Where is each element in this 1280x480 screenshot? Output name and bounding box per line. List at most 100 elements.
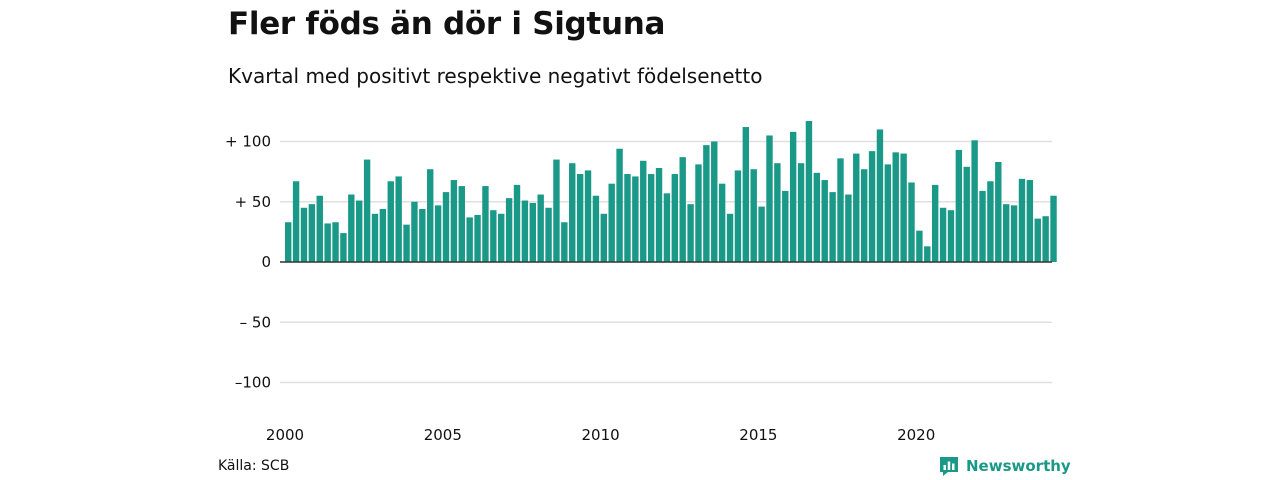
bar[interactable] bbox=[750, 169, 757, 262]
bar[interactable] bbox=[529, 202, 536, 262]
bar[interactable] bbox=[292, 181, 300, 262]
bar[interactable] bbox=[450, 180, 458, 262]
bar[interactable] bbox=[521, 200, 529, 262]
bar[interactable] bbox=[427, 169, 434, 262]
bar[interactable] bbox=[853, 153, 860, 262]
bar[interactable] bbox=[1026, 180, 1034, 262]
bar[interactable] bbox=[474, 215, 481, 262]
bar[interactable] bbox=[513, 184, 521, 262]
bar[interactable] bbox=[766, 135, 773, 262]
bar[interactable] bbox=[592, 195, 600, 262]
bar[interactable] bbox=[916, 230, 923, 262]
bar[interactable] bbox=[971, 140, 978, 262]
bar[interactable] bbox=[332, 222, 339, 263]
bar[interactable] bbox=[458, 186, 465, 262]
bar[interactable] bbox=[616, 148, 623, 262]
bar[interactable] bbox=[884, 164, 892, 262]
bar[interactable] bbox=[371, 213, 379, 262]
bar[interactable] bbox=[979, 190, 986, 262]
bar[interactable] bbox=[908, 182, 915, 262]
bar[interactable] bbox=[1010, 205, 1018, 263]
bar[interactable] bbox=[1042, 216, 1049, 262]
bar[interactable] bbox=[900, 153, 907, 262]
bar[interactable] bbox=[640, 160, 647, 262]
bar[interactable] bbox=[1002, 204, 1010, 262]
bar[interactable] bbox=[403, 224, 410, 262]
bar[interactable] bbox=[324, 223, 331, 262]
bar[interactable] bbox=[758, 206, 765, 262]
bar[interactable] bbox=[608, 183, 615, 263]
bar[interactable] bbox=[963, 166, 970, 263]
bar[interactable] bbox=[545, 207, 552, 263]
bar[interactable] bbox=[924, 246, 931, 263]
bar[interactable] bbox=[987, 181, 994, 262]
bar[interactable] bbox=[813, 172, 821, 262]
bar[interactable] bbox=[939, 207, 947, 263]
bar[interactable] bbox=[1018, 178, 1026, 262]
bar[interactable] bbox=[569, 163, 576, 262]
bar[interactable] bbox=[505, 198, 513, 262]
bar[interactable] bbox=[734, 170, 742, 262]
bar[interactable] bbox=[845, 194, 852, 262]
bar[interactable] bbox=[797, 163, 805, 262]
bar[interactable] bbox=[711, 141, 718, 263]
bar[interactable] bbox=[742, 127, 750, 262]
bar[interactable] bbox=[411, 201, 418, 262]
bar[interactable] bbox=[356, 200, 363, 262]
bar[interactable] bbox=[632, 176, 639, 262]
bar[interactable] bbox=[829, 192, 836, 262]
bar[interactable] bbox=[679, 157, 686, 262]
bar[interactable] bbox=[379, 208, 387, 262]
bar[interactable] bbox=[687, 204, 694, 262]
bar[interactable] bbox=[868, 151, 876, 262]
bar[interactable] bbox=[308, 204, 316, 262]
bar[interactable] bbox=[876, 129, 884, 262]
bar[interactable] bbox=[663, 193, 671, 262]
bar[interactable] bbox=[442, 192, 450, 262]
bar[interactable] bbox=[774, 163, 781, 262]
bar[interactable] bbox=[947, 210, 955, 263]
bar[interactable] bbox=[482, 186, 489, 262]
bar[interactable] bbox=[647, 174, 655, 262]
bar[interactable] bbox=[703, 145, 710, 263]
bar[interactable] bbox=[624, 174, 631, 262]
bar[interactable] bbox=[805, 121, 813, 262]
bar[interactable] bbox=[576, 174, 584, 262]
bar[interactable] bbox=[490, 210, 497, 263]
bar[interactable] bbox=[955, 149, 963, 263]
bar[interactable] bbox=[995, 161, 1002, 263]
bar[interactable] bbox=[537, 194, 544, 262]
bar[interactable] bbox=[316, 195, 323, 262]
bar[interactable] bbox=[434, 205, 442, 263]
bar[interactable] bbox=[892, 152, 899, 262]
bar[interactable] bbox=[395, 176, 402, 262]
bar[interactable] bbox=[655, 168, 663, 262]
bar[interactable] bbox=[300, 207, 308, 263]
bar[interactable] bbox=[419, 208, 426, 262]
bar[interactable] bbox=[466, 217, 473, 262]
bar[interactable] bbox=[387, 181, 394, 262]
bar[interactable] bbox=[1050, 195, 1057, 262]
bar[interactable] bbox=[789, 131, 797, 262]
bar[interactable] bbox=[363, 159, 371, 262]
brand-logo[interactable]: Newsworthy bbox=[938, 455, 1071, 477]
bar[interactable] bbox=[561, 222, 568, 263]
bar[interactable] bbox=[553, 159, 560, 262]
bar[interactable] bbox=[285, 222, 292, 263]
logo-bar-1 bbox=[943, 465, 946, 470]
bar[interactable] bbox=[821, 180, 828, 262]
bar[interactable] bbox=[718, 183, 726, 263]
bar[interactable] bbox=[931, 184, 939, 262]
bar[interactable] bbox=[584, 170, 592, 262]
bar[interactable] bbox=[782, 190, 789, 262]
bar[interactable] bbox=[860, 169, 868, 262]
bar[interactable] bbox=[671, 174, 679, 262]
bar[interactable] bbox=[600, 213, 607, 262]
bar[interactable] bbox=[726, 213, 734, 262]
bar[interactable] bbox=[1034, 218, 1041, 262]
bar[interactable] bbox=[348, 194, 355, 262]
bar[interactable] bbox=[837, 158, 844, 262]
bar[interactable] bbox=[498, 213, 505, 262]
bar[interactable] bbox=[340, 233, 347, 262]
bar[interactable] bbox=[695, 164, 702, 262]
